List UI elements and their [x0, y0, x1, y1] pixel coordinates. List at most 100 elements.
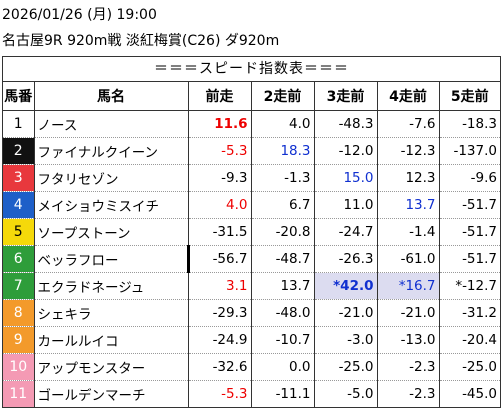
speed-index: -31.2	[439, 299, 500, 327]
speed-index: 18.3	[251, 137, 315, 165]
speed-index: 3.1	[188, 272, 252, 300]
speed-table: ＝＝＝スピード指数表＝＝＝ 馬番 馬名 前走 2走前 3走前 4走前 5走前 1 ノース 11.…	[2, 56, 501, 408]
race-date: 2026/01/26 (月) 19:00	[2, 7, 157, 23]
horse-number: 11	[3, 380, 35, 407]
horse-name: フタリセゾン	[34, 164, 189, 192]
horse-number: 7	[3, 272, 35, 300]
speed-index: -3.0	[314, 326, 378, 354]
speed-index: -1.3	[251, 164, 315, 192]
column-header: 3走前	[314, 82, 378, 111]
speed-index: -32.6	[188, 353, 252, 381]
speed-index: -2.3	[377, 353, 440, 381]
speed-index: 6.7	[251, 191, 315, 219]
horse-number: 2	[3, 137, 35, 165]
speed-index: -26.3	[314, 245, 378, 273]
speed-index: 13.7	[377, 191, 440, 219]
column-header: 馬番	[3, 82, 35, 111]
speed-index: -25.0	[439, 353, 500, 381]
speed-index: 15.0	[314, 164, 378, 192]
speed-index: -10.7	[251, 326, 315, 354]
speed-index: -48.3	[314, 110, 378, 138]
table: 馬番 馬名 前走 2走前 3走前 4走前 5走前 1 ノース 11.6 4.0 -48.3 -7.6-…	[3, 82, 500, 407]
table-row: 7 エクラドネージュ 3.1 13.7 *42.0 *16.7 *-12.7	[3, 272, 500, 300]
speed-index: -1.4	[377, 218, 440, 246]
speed-index: -5.0	[314, 380, 378, 407]
speed-index: -45.0	[462, 386, 497, 402]
speed-index: 11.6	[188, 110, 252, 138]
speed-index: -13.0	[377, 326, 440, 354]
horse-number: 1	[3, 110, 35, 138]
table-row: 1 ノース 11.6 4.0 -48.3 -7.6 -18.3	[3, 110, 500, 138]
column-header: 5走前	[439, 82, 500, 111]
horse-name: ゴールデンマーチ	[34, 380, 189, 407]
horse-number: 3	[3, 164, 35, 192]
column-header: 2走前	[251, 82, 315, 111]
table-row: 6 ベッラフロー -56.7 -48.7 -26.3 -61.0 -51.7	[3, 245, 500, 273]
speed-index: -21.0	[314, 299, 378, 327]
speed-index: 13.7	[251, 272, 315, 300]
speed-index: -48.7	[251, 245, 315, 273]
horse-name: ファイナルクイーン	[34, 137, 189, 165]
speed-index: *42.0	[314, 272, 378, 300]
speed-index: -5.3	[188, 137, 252, 165]
column-header: 前走	[188, 82, 252, 111]
horse-name: エクラドネージュ	[34, 272, 189, 300]
speed-index: -51.7	[439, 218, 500, 246]
speed-index: 12.3	[377, 164, 440, 192]
speed-index: -24.9	[188, 326, 252, 354]
column-header: 4走前	[377, 82, 440, 111]
horse-number: 8	[3, 299, 35, 327]
speed-index: -51.7	[439, 191, 500, 219]
speed-index: -31.5	[188, 218, 252, 246]
speed-index: 4.0	[188, 191, 252, 219]
table-row: 11 ゴールデンマーチ -5.3 -11.1 -5.0 -2.3 -45.0	[3, 380, 500, 407]
speed-index: *-12.7	[439, 272, 500, 300]
table-title: ＝＝＝スピード指数表＝＝＝	[3, 57, 500, 82]
speed-index: -12.0	[314, 137, 378, 165]
speed-index: -11.1	[251, 380, 315, 407]
speed-index: -7.6	[377, 110, 440, 138]
table-row: 4 メイショウミスイチ 4.0 6.7 11.0 13.7 -51.7	[3, 191, 500, 219]
speed-index: -56.7	[188, 245, 252, 273]
speed-index: -12.3	[377, 137, 440, 165]
speed-index: -9.3	[188, 164, 252, 192]
speed-index: 11.0	[314, 191, 378, 219]
speed-index: -61.0	[377, 245, 440, 273]
horse-number: 10	[3, 353, 35, 381]
horse-name: カールルイコ	[34, 326, 189, 354]
horse-number: 9	[3, 326, 35, 354]
speed-index: -2.3	[377, 380, 440, 407]
speed-index: -5.3	[188, 380, 252, 407]
speed-index: *16.7	[377, 272, 440, 300]
speed-index: -20.4	[439, 326, 500, 354]
table-row: 10 アップモンスター -32.6 0.0 -25.0 -2.3 -25.0	[3, 353, 500, 381]
table-row: 9 カールルイコ -24.9 -10.7 -3.0 -13.0 -20.4	[3, 326, 500, 354]
speed-index: -51.7	[439, 245, 500, 273]
horse-number: 5	[3, 218, 35, 246]
speed-index: -29.3	[188, 299, 252, 327]
table-row: 8 シェキラ -29.3 -48.0 -21.0 -21.0 -31.2	[3, 299, 500, 327]
horse-name: ベッラフロー	[34, 245, 190, 273]
table-row: 3 フタリセゾン -9.3 -1.3 15.0 12.3 -9.6	[3, 164, 500, 192]
speed-index: -9.6	[439, 164, 500, 192]
speed-index: -20.8	[251, 218, 315, 246]
speed-index: 4.0	[251, 110, 315, 138]
horse-name: アップモンスター	[34, 353, 189, 381]
speed-index: -48.0	[251, 299, 315, 327]
speed-index: -24.7	[314, 218, 378, 246]
horse-name: ソープストーン	[34, 218, 189, 246]
speed-index: -137.0	[439, 137, 500, 165]
race-info: 名古屋9R 920m戦 淡紅梅賞(C26) ダ920m	[2, 33, 280, 49]
horse-name: シェキラ	[34, 299, 189, 327]
speed-index: 0.0	[251, 353, 315, 381]
speed-index: -25.0	[314, 353, 378, 381]
table-row: 5 ソープストーン -31.5 -20.8 -24.7 -1.4 -51.7	[3, 218, 500, 246]
speed-index: -21.0	[377, 299, 440, 327]
horse-name: ノース	[34, 110, 189, 138]
horse-number: 6	[3, 245, 35, 273]
horse-name: メイショウミスイチ	[34, 191, 189, 219]
speed-index: -18.3	[439, 110, 500, 138]
column-header: 馬名	[34, 82, 189, 111]
table-row: 2 ファイナルクイーン -5.3 18.3 -12.0 -12.3 -137.0	[3, 137, 500, 165]
